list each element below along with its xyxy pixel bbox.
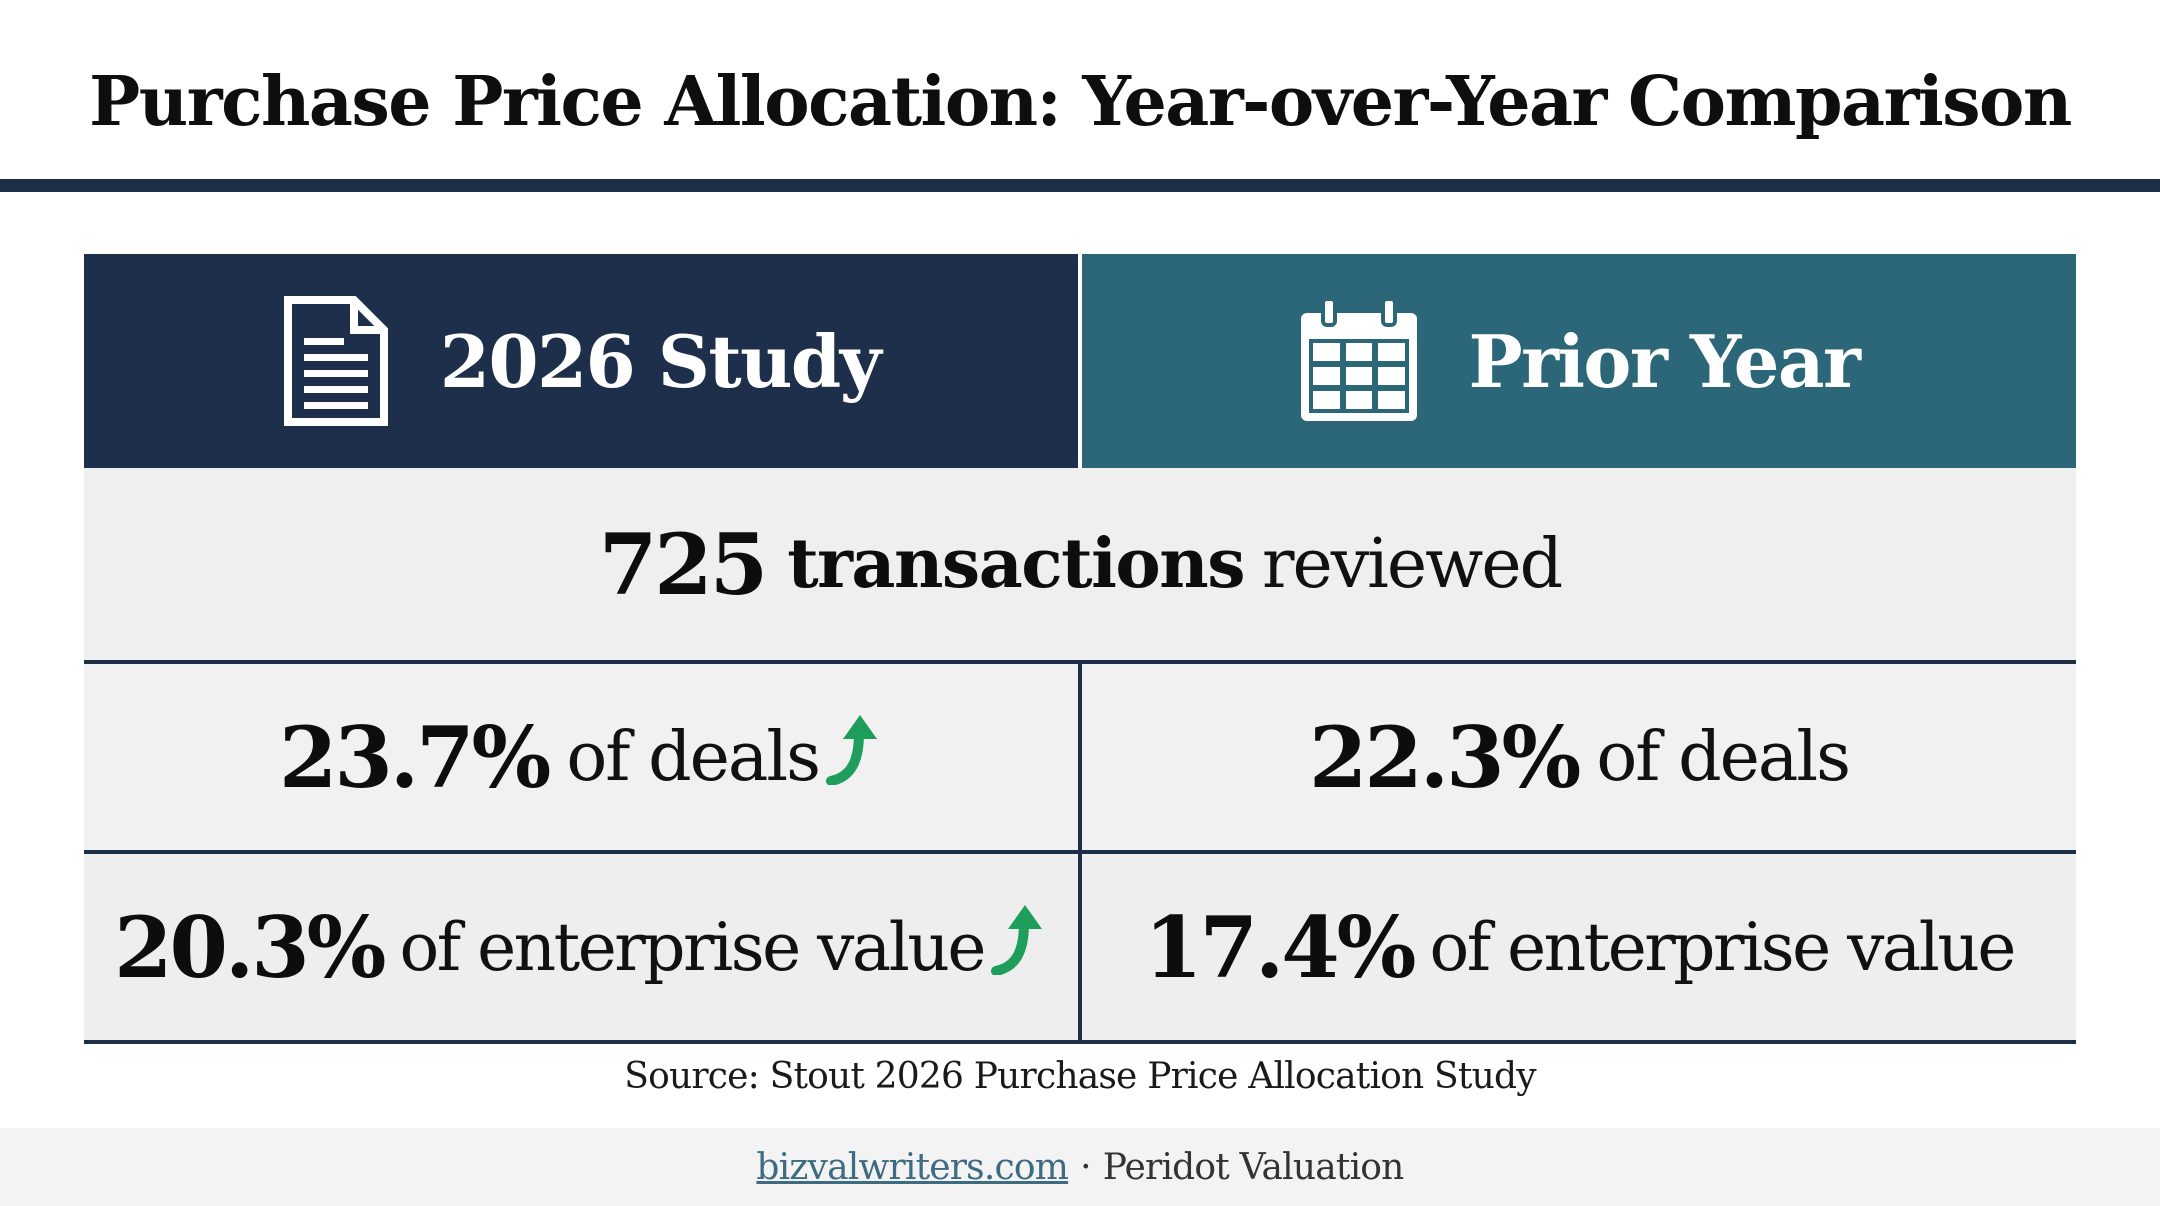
ev-2026-label: of enterprise value	[399, 908, 986, 986]
footer-company: Peridot Valuation	[1102, 1146, 1405, 1188]
deals-2026-cell: 23.7% of deals	[84, 664, 1078, 850]
footer-website-link[interactable]: bizvalwriters.com	[756, 1146, 1069, 1188]
column-label-2026-study: 2026 Study	[439, 318, 882, 404]
ev-prior-label: of enterprise value	[1429, 908, 2016, 986]
deals-2026-label: of deals	[566, 717, 821, 797]
footer-separator: ·	[1080, 1146, 1091, 1188]
ev-prior-cell: 17.4% of enterprise value	[1082, 854, 2076, 1040]
header-2026-study: 2026 Study	[84, 254, 1078, 468]
trend-up-arrow-icon	[826, 715, 878, 785]
page-title: Purchase Price Allocation: Year-over-Yea…	[89, 62, 2072, 142]
title-divider	[0, 179, 2160, 192]
transactions-summary-row: 725 transactions reviewed	[84, 468, 2076, 660]
header-prior-year: Prior Year	[1082, 254, 2076, 468]
ev-prior-value: 17.4%	[1144, 897, 1416, 997]
transactions-count: 725	[598, 514, 768, 614]
reviewed-label: reviewed	[1262, 524, 1563, 604]
footer: bizvalwriters.com · Peridot Valuation	[0, 1128, 2160, 1206]
ev-2026-cell: 20.3% of enterprise value	[84, 854, 1078, 1040]
header-row: 2026 Study Prior Year	[84, 254, 2076, 468]
ev-2026-value: 20.3%	[114, 897, 386, 997]
trend-up-arrow-icon	[990, 905, 1042, 975]
deals-prior-cell: 22.3% of deals	[1082, 664, 2076, 850]
deals-prior-label: of deals	[1596, 717, 1851, 797]
column-label-prior-year: Prior Year	[1468, 318, 1861, 404]
calendar-icon	[1300, 299, 1417, 421]
transactions-label: transactions	[787, 524, 1245, 604]
column-divider	[1078, 660, 1082, 1044]
deals-prior-value: 22.3%	[1308, 707, 1581, 807]
source-note: Source: Stout 2026 Purchase Price Alloca…	[624, 1056, 1536, 1097]
deals-2026-value: 23.7%	[278, 707, 551, 807]
document-icon	[283, 296, 388, 426]
